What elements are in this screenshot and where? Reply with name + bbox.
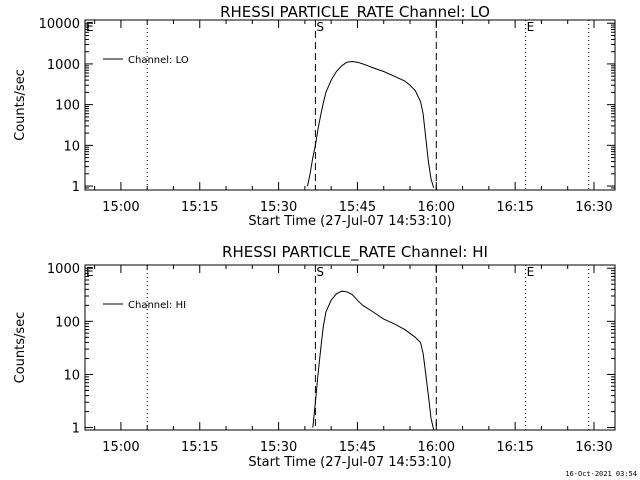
y-tick-label: 10000 [39, 17, 80, 32]
x-tick-label: 15:00 [102, 440, 139, 455]
plot-frame [84, 264, 616, 431]
plot-frame [84, 19, 616, 191]
series-line [312, 290, 435, 431]
x-tick-label: 15:30 [260, 200, 297, 215]
x-tick-label: 15:15 [181, 200, 218, 215]
time-marker-label: E [527, 265, 535, 279]
x-tick-label: 15:30 [260, 440, 297, 455]
legend-label: Channel: HI [128, 300, 186, 311]
y-axis-label: Counts/sec [13, 69, 28, 141]
y-tick-label: 1000 [47, 262, 80, 277]
x-tick-label: 15:15 [181, 440, 218, 455]
x-tick-label: 16:00 [418, 200, 455, 215]
panel-lo: RHESSI PARTICLE_RATE Channel: LO 15:00 15:… [13, 3, 616, 229]
y-tick-label: 1 [72, 422, 80, 437]
panel-hi: RHESSI PARTICLE_RATE Channel: HI 15:00 15:… [13, 243, 616, 470]
time-marker-label: S [316, 265, 324, 279]
y-tick-label: 1 [72, 180, 80, 195]
y-tick-label: 1000 [47, 58, 80, 73]
y-tick-label: 100 [55, 99, 80, 114]
x-tick-label: 16:00 [418, 440, 455, 455]
x-tick-label: 16:15 [496, 440, 533, 455]
x-axis-label: Start Time (27-Jul-07 14:53:10) [248, 455, 451, 470]
x-tick-label: 15:00 [102, 200, 139, 215]
time-marker-label: E [86, 20, 94, 34]
chart-title: RHESSI PARTICLE_RATE Channel: LO [220, 3, 490, 22]
x-tick-label: 15:45 [339, 200, 376, 215]
y-axis-label: Counts/sec [13, 312, 28, 384]
x-tick-label: 16:15 [496, 200, 533, 215]
x-tick-label: 16:30 [575, 440, 612, 455]
chart-title: RHESSI PARTICLE_RATE Channel: HI [222, 243, 488, 262]
time-marker-label: E [86, 265, 94, 279]
x-tick-label: 15:45 [339, 440, 376, 455]
x-tick-label: 16:30 [575, 200, 612, 215]
legend-label: Channel: LO [128, 55, 189, 66]
series-line [307, 60, 435, 189]
time-marker-label: S [316, 20, 324, 34]
x-axis-label: Start Time (27-Jul-07 14:53:10) [248, 214, 451, 229]
y-tick-label: 100 [55, 315, 80, 330]
timestamp: 16-Oct-2021 03:54 [565, 470, 637, 478]
y-tick-label: 10 [63, 368, 80, 383]
time-marker-label: E [527, 20, 535, 34]
y-tick-label: 10 [63, 139, 80, 154]
